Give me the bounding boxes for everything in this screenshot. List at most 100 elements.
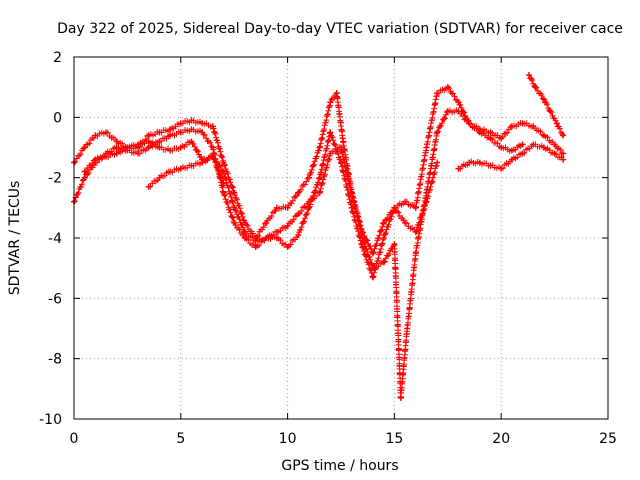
data-point <box>466 120 473 127</box>
data-point <box>145 144 152 151</box>
data-point <box>404 325 411 332</box>
data-point <box>423 144 430 151</box>
y-tick-label: 2 <box>53 50 62 66</box>
series-track-a <box>71 84 567 257</box>
data-point <box>338 144 344 151</box>
x-axis-label: GPS time / hours <box>281 458 398 474</box>
data-point <box>103 153 110 160</box>
point-markers <box>71 107 526 401</box>
data-point <box>508 156 515 163</box>
data-point <box>113 144 120 151</box>
data-point <box>263 219 270 226</box>
data-point <box>391 241 398 248</box>
data-point <box>397 394 404 401</box>
data-point <box>553 120 560 127</box>
data-point <box>220 159 227 166</box>
data-point <box>530 141 537 148</box>
data-point <box>284 244 291 251</box>
data-point <box>560 150 567 157</box>
data-point <box>92 156 99 163</box>
data-point <box>92 132 99 139</box>
data-point <box>380 219 387 226</box>
data-point <box>525 72 532 79</box>
series-track-f <box>525 72 567 139</box>
data-point <box>551 141 558 148</box>
data-point <box>444 108 451 115</box>
data-point <box>156 138 163 145</box>
data-point <box>167 168 174 175</box>
data-point <box>508 147 515 154</box>
x-tick-label: 25 <box>599 431 617 447</box>
data-point <box>455 99 462 106</box>
data-point <box>560 156 567 163</box>
data-point <box>455 165 462 172</box>
data-point <box>370 250 377 257</box>
y-axis-label: SDTVAR / TECUs <box>7 181 23 296</box>
data-point <box>519 141 526 148</box>
data-point <box>434 129 441 136</box>
data-point <box>444 84 451 91</box>
data-point <box>487 162 494 169</box>
data-point <box>252 238 259 245</box>
data-point <box>498 144 505 151</box>
data-point <box>81 174 88 181</box>
data-point <box>209 144 216 151</box>
y-tick-label: -4 <box>48 231 62 247</box>
data-point <box>231 189 238 196</box>
series-track-b <box>71 107 526 401</box>
data-point <box>199 159 206 166</box>
data-point <box>455 108 462 115</box>
data-point <box>498 165 505 172</box>
data-point <box>188 117 195 124</box>
x-tick-label: 5 <box>176 431 185 447</box>
point-markers <box>455 141 567 172</box>
data-point <box>273 228 280 235</box>
data-point <box>156 144 163 151</box>
data-point <box>380 235 387 241</box>
y-tick-label: -6 <box>48 291 62 307</box>
data-point <box>327 150 334 157</box>
data-point <box>466 159 473 166</box>
data-point <box>124 144 131 151</box>
data-point <box>156 174 163 181</box>
data-point <box>145 132 152 139</box>
data-point <box>177 129 184 136</box>
chart-title: Day 322 of 2025, Sidereal Day-to-day VTE… <box>57 21 623 37</box>
y-tick-label: -2 <box>48 171 62 187</box>
data-point <box>338 159 344 166</box>
data-point <box>295 231 302 238</box>
data-point <box>540 96 547 103</box>
data-point <box>532 84 539 91</box>
data-point <box>340 138 347 145</box>
y-tick-label: 0 <box>53 110 62 126</box>
data-point <box>135 150 142 157</box>
data-point <box>519 120 526 127</box>
series-track-e <box>455 141 567 172</box>
data-point <box>370 274 377 281</box>
data-point <box>81 168 88 175</box>
data-point <box>177 120 184 127</box>
data-point <box>231 219 238 226</box>
data-point <box>487 129 494 136</box>
data-point <box>423 198 430 205</box>
data-point <box>113 138 120 145</box>
data-point <box>412 250 419 257</box>
series-layer <box>71 72 567 401</box>
data-point <box>199 120 206 127</box>
data-point <box>327 129 334 136</box>
data-point <box>220 189 227 196</box>
data-point <box>508 123 515 130</box>
x-tick-label: 10 <box>279 431 297 447</box>
data-point <box>113 150 120 157</box>
y-tick-label: -8 <box>48 352 62 368</box>
data-point <box>476 129 483 136</box>
data-point <box>167 132 174 139</box>
data-point <box>156 129 163 136</box>
data-point <box>209 123 216 130</box>
data-point <box>391 204 398 211</box>
data-point <box>412 228 419 235</box>
data-point <box>295 189 302 196</box>
data-point <box>145 138 152 145</box>
